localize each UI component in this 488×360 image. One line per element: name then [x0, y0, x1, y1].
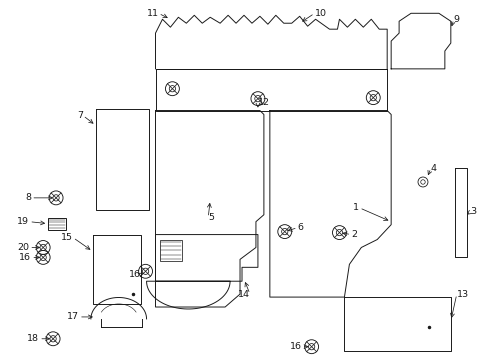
Bar — [160, 239, 182, 261]
Text: 16: 16 — [128, 270, 141, 279]
Text: 3: 3 — [470, 207, 476, 216]
Text: 5: 5 — [208, 213, 214, 222]
Text: 9: 9 — [453, 15, 459, 24]
Text: 1: 1 — [353, 203, 359, 212]
Text: 16: 16 — [289, 342, 301, 351]
Text: 4: 4 — [430, 163, 436, 172]
Text: 11: 11 — [146, 9, 158, 18]
Text: 14: 14 — [238, 289, 249, 298]
Text: 12: 12 — [257, 98, 269, 107]
Text: 13: 13 — [456, 289, 468, 298]
Text: 7: 7 — [77, 111, 83, 120]
Text: 15: 15 — [61, 233, 73, 242]
Text: 16: 16 — [19, 253, 31, 262]
Text: 10: 10 — [314, 9, 326, 18]
Text: 8: 8 — [25, 193, 31, 202]
Text: 2: 2 — [351, 230, 357, 239]
Bar — [48, 218, 66, 230]
Text: 17: 17 — [67, 312, 79, 321]
Text: 20: 20 — [17, 243, 29, 252]
Text: 6: 6 — [297, 223, 303, 232]
Text: 18: 18 — [27, 334, 39, 343]
Text: 19: 19 — [17, 217, 29, 226]
